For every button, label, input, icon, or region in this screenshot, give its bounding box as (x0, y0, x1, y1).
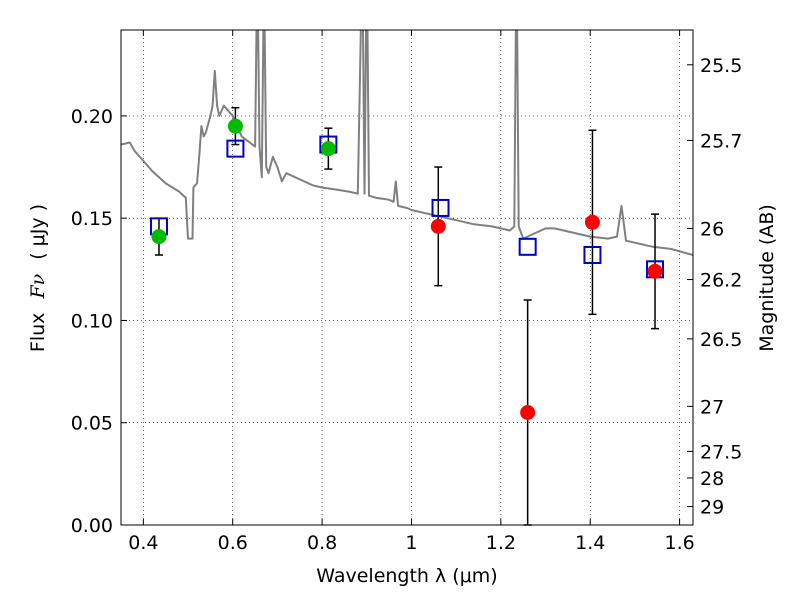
data-markers (149, 118, 665, 420)
x-axis-ticks: 0.4 0.6 0.8 1 1.2 1.4 1.6 (128, 30, 695, 554)
data-point (520, 405, 536, 420)
svg-text:Flux Fν ( μJy ): Flux Fν ( μJy ) (27, 204, 49, 352)
data-point (584, 214, 600, 230)
y2-tick-label: 26 (700, 218, 724, 240)
model-square (226, 139, 245, 158)
y-tick-label: 0.15 (71, 208, 113, 230)
x-tick-label: 1.6 (664, 532, 694, 554)
model-square (431, 198, 450, 217)
data-point (320, 141, 336, 157)
y-axis-label-symbol: Fν (27, 273, 49, 299)
plot-background (121, 30, 693, 525)
model-square (583, 246, 602, 264)
data-point (647, 263, 663, 279)
y-axis-ticks: 0.00 0.05 0.10 0.15 0.20 (71, 106, 127, 537)
x-tick-label: 0.8 (307, 532, 337, 554)
y-axis-label-units: ( μJy ) (27, 204, 49, 260)
x-axis-label: Wavelength λ (μm) (316, 565, 497, 587)
y2-tick-label: 25.7 (700, 130, 742, 152)
model-spectrum (121, 30, 693, 256)
y2-tick-label: 27 (700, 396, 724, 418)
y2-tick-label: 28 (700, 468, 724, 490)
x-tick-label: 1 (405, 532, 417, 554)
data-point (151, 229, 167, 245)
y2-tick-label: 29 (700, 497, 724, 519)
y-axis-label-prefix: Flux (27, 313, 49, 353)
y2-tick-label: 26.5 (700, 329, 742, 351)
y-tick-label: 0.10 (71, 310, 113, 332)
y-tick-label: 0.05 (71, 413, 113, 435)
y2-axis-label: Magnitude (AB) (756, 204, 778, 352)
y-axis-label: Flux Fν ( μJy ) (27, 204, 49, 352)
plot-frame (120, 29, 694, 526)
x-tick-label: 1.4 (575, 532, 605, 554)
x-tick-label: 0.4 (128, 532, 158, 554)
y2-tick-label: 25.5 (700, 55, 742, 77)
data-point (430, 218, 446, 234)
x-tick-label: 0.6 (218, 532, 248, 554)
spectrum-line (121, 30, 693, 256)
y2-tick-label: 26.2 (700, 270, 742, 292)
y2-tick-label: 27.5 (700, 441, 742, 463)
y-tick-label: 0.00 (71, 515, 113, 537)
x-tick-label: 1.2 (486, 532, 516, 554)
model-square (518, 237, 537, 256)
data-point (227, 118, 243, 134)
y-tick-label: 0.20 (71, 106, 113, 128)
y2-axis-ticks: 25.5 25.7 26 26.2 26.5 27 27.5 28 29 (687, 55, 742, 519)
